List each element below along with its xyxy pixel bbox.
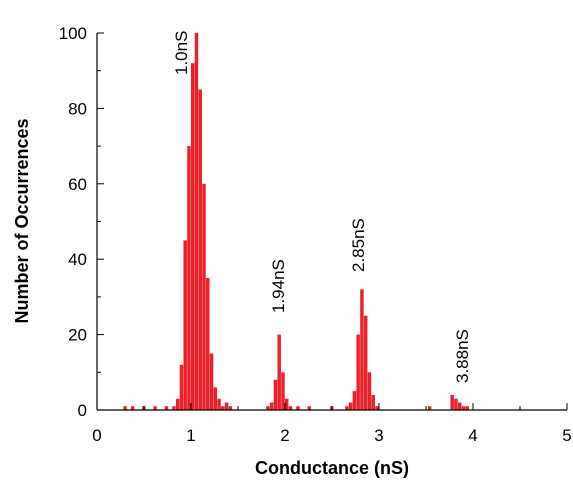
- peak-annotation: 3.88nS: [453, 329, 472, 383]
- y-tick-label: 40: [68, 250, 87, 269]
- x-tick-label: 5: [562, 426, 571, 445]
- peak-annotation: 2.85nS: [349, 218, 368, 272]
- bar: [194, 33, 199, 410]
- bar: [130, 406, 135, 410]
- bar: [356, 334, 360, 410]
- bar: [450, 394, 454, 410]
- bar: [217, 398, 221, 410]
- y-tick-label: 20: [68, 326, 87, 345]
- bar: [288, 406, 293, 410]
- bar: [360, 289, 364, 410]
- bar: [202, 183, 206, 410]
- bar: [367, 372, 372, 410]
- x-tick-label: 0: [92, 426, 101, 445]
- bar: [206, 278, 210, 410]
- bar: [172, 406, 176, 410]
- x-tick-label: 1: [186, 426, 195, 445]
- y-tick-label: 0: [78, 401, 87, 420]
- bar: [213, 387, 218, 410]
- bar: [363, 315, 368, 410]
- bar: [427, 406, 432, 410]
- bar: [228, 406, 233, 410]
- y-tick-label: 60: [68, 175, 87, 194]
- bar: [179, 364, 184, 410]
- bar: [187, 146, 191, 410]
- bar: [273, 379, 278, 410]
- bar: [221, 406, 225, 410]
- x-tick-label: 2: [280, 426, 289, 445]
- bar: [465, 406, 469, 410]
- bar: [269, 402, 274, 410]
- x-tick-label: 4: [468, 426, 477, 445]
- x-tick-label: 3: [374, 426, 383, 445]
- bar: [348, 402, 353, 410]
- bar: [375, 406, 379, 410]
- bar: [457, 402, 462, 410]
- peak-annotation: 1.0nS: [172, 31, 191, 75]
- bar: [277, 334, 281, 410]
- bar: [307, 406, 312, 410]
- bar: [266, 406, 270, 410]
- bar: [281, 372, 285, 410]
- bar: [164, 406, 169, 410]
- x-axis-title: Conductance (nS): [255, 458, 409, 478]
- bar: [352, 391, 357, 410]
- bar: [454, 398, 458, 410]
- bar: [153, 406, 157, 410]
- bar: [296, 406, 300, 410]
- bar: [345, 406, 349, 410]
- bar: [191, 63, 195, 410]
- bar: [198, 89, 202, 411]
- bar: [175, 398, 180, 410]
- y-tick-label: 100: [59, 24, 87, 43]
- bar: [209, 353, 214, 410]
- y-tick-label: 80: [68, 99, 87, 118]
- bar: [285, 398, 289, 410]
- bar: [224, 402, 229, 410]
- y-axis-title: Number of Occurrences: [12, 118, 32, 323]
- peak-annotation: 1.94nS: [269, 259, 288, 313]
- bar: [183, 240, 187, 410]
- bar: [123, 406, 127, 410]
- bar: [461, 406, 466, 410]
- bar: [371, 394, 375, 410]
